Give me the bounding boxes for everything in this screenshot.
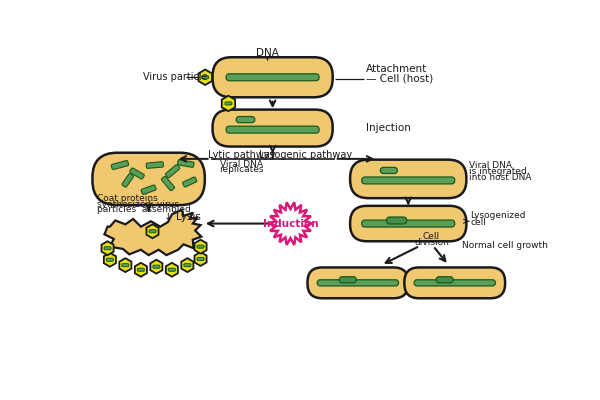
Polygon shape <box>135 263 147 277</box>
FancyBboxPatch shape <box>350 206 466 241</box>
FancyBboxPatch shape <box>350 160 466 198</box>
Text: into host DNA: into host DNA <box>469 173 531 182</box>
Text: Normal cell growth: Normal cell growth <box>463 241 548 250</box>
FancyBboxPatch shape <box>153 265 160 268</box>
FancyBboxPatch shape <box>362 220 455 227</box>
FancyBboxPatch shape <box>202 76 209 79</box>
FancyBboxPatch shape <box>137 268 145 271</box>
FancyBboxPatch shape <box>184 264 191 267</box>
Polygon shape <box>181 258 193 272</box>
Text: ↓ Lysis: ↓ Lysis <box>164 212 201 222</box>
FancyBboxPatch shape <box>169 268 175 271</box>
FancyBboxPatch shape <box>236 116 255 123</box>
FancyBboxPatch shape <box>436 277 453 283</box>
Polygon shape <box>166 263 178 277</box>
FancyBboxPatch shape <box>339 277 356 283</box>
Text: Virus particle: Virus particle <box>143 72 208 82</box>
FancyBboxPatch shape <box>308 268 408 298</box>
FancyBboxPatch shape <box>226 74 319 81</box>
FancyBboxPatch shape <box>182 177 197 187</box>
Text: is integrated: is integrated <box>469 167 526 176</box>
FancyBboxPatch shape <box>197 258 204 260</box>
FancyBboxPatch shape <box>212 110 332 146</box>
FancyBboxPatch shape <box>92 153 205 205</box>
FancyBboxPatch shape <box>104 247 111 250</box>
Text: synthesized; virus: synthesized; virus <box>97 200 179 209</box>
FancyBboxPatch shape <box>380 167 397 174</box>
Text: particles  assembled: particles assembled <box>97 205 190 214</box>
Polygon shape <box>101 241 113 255</box>
FancyBboxPatch shape <box>149 230 156 233</box>
FancyBboxPatch shape <box>122 174 133 187</box>
Text: DNA: DNA <box>256 48 278 58</box>
Text: Induction: Induction <box>263 218 318 228</box>
Text: Viral DNA: Viral DNA <box>469 160 512 170</box>
Text: Attachment: Attachment <box>365 64 427 74</box>
Text: Lysogenic pathway: Lysogenic pathway <box>259 150 352 160</box>
Polygon shape <box>269 202 312 245</box>
Polygon shape <box>199 70 212 85</box>
Text: Coat proteins: Coat proteins <box>97 194 157 204</box>
FancyBboxPatch shape <box>225 102 232 105</box>
FancyBboxPatch shape <box>226 126 319 133</box>
FancyBboxPatch shape <box>212 57 332 97</box>
Text: Injection: Injection <box>365 123 410 133</box>
FancyBboxPatch shape <box>317 280 398 286</box>
Polygon shape <box>151 260 163 274</box>
Text: Viral DNA: Viral DNA <box>220 160 263 169</box>
FancyBboxPatch shape <box>111 160 128 170</box>
Polygon shape <box>146 224 158 238</box>
FancyBboxPatch shape <box>404 268 505 298</box>
Polygon shape <box>194 252 206 266</box>
Text: Lysogenized: Lysogenized <box>470 211 526 220</box>
Text: — Cell (host): — Cell (host) <box>365 74 433 84</box>
FancyBboxPatch shape <box>386 217 407 224</box>
Text: Lytic pathway: Lytic pathway <box>208 150 275 160</box>
FancyBboxPatch shape <box>166 165 180 178</box>
FancyBboxPatch shape <box>130 168 144 179</box>
FancyBboxPatch shape <box>161 176 175 191</box>
FancyBboxPatch shape <box>362 177 455 184</box>
FancyBboxPatch shape <box>178 160 194 167</box>
Text: replicates: replicates <box>220 165 264 174</box>
FancyBboxPatch shape <box>141 185 156 194</box>
FancyBboxPatch shape <box>106 258 113 261</box>
Text: Cell: Cell <box>423 232 440 241</box>
Text: cell: cell <box>470 218 486 226</box>
Polygon shape <box>194 240 206 254</box>
FancyBboxPatch shape <box>122 264 129 267</box>
Polygon shape <box>119 258 131 272</box>
FancyBboxPatch shape <box>414 280 496 286</box>
Text: division: division <box>414 238 449 246</box>
Polygon shape <box>222 96 235 111</box>
Polygon shape <box>104 253 116 267</box>
Polygon shape <box>104 210 202 255</box>
FancyBboxPatch shape <box>146 162 163 168</box>
FancyBboxPatch shape <box>197 245 204 248</box>
